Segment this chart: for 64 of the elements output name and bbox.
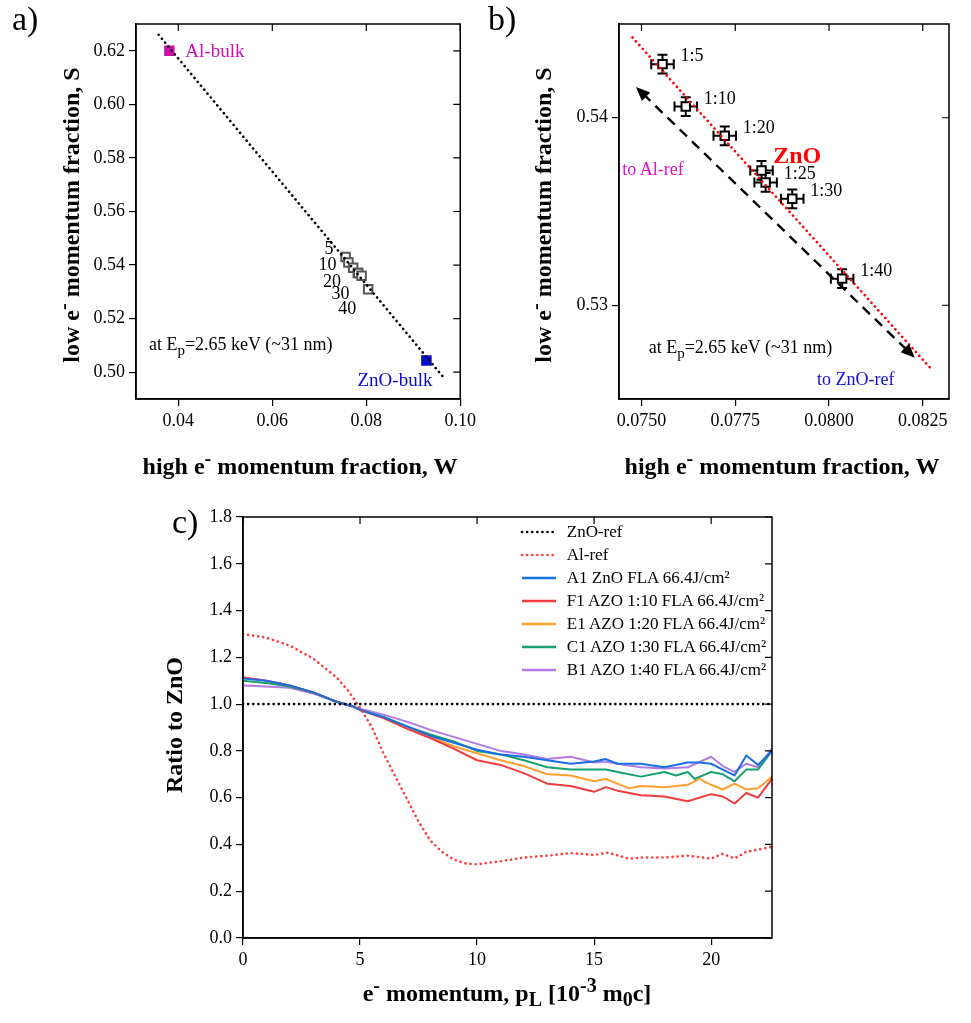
x-tick-label: 0.0750 bbox=[616, 409, 667, 430]
x-axis-title: high e$^{-}$ momentum fraction, W bbox=[142, 446, 458, 480]
y-axis-title: Ratio to ZnO bbox=[160, 656, 188, 794]
legend-label: C1 AZO 1:30 FLA 66.4J/cm² bbox=[566, 635, 766, 658]
legend-label: F1 AZO 1:10 FLA 66.4J/cm² bbox=[566, 589, 765, 612]
y-tick-label: 1.0 bbox=[209, 692, 232, 713]
y-tick-label: 1.8 bbox=[209, 505, 232, 526]
point bbox=[787, 193, 798, 204]
y-tick-label: 0.58 bbox=[93, 146, 125, 167]
point bbox=[164, 45, 175, 57]
y-tick-label: 0.62 bbox=[93, 39, 125, 60]
x-tick-label: 0.0825 bbox=[898, 409, 948, 430]
x-tick-label: 20 bbox=[702, 948, 721, 969]
y-tick-label: 0.4 bbox=[209, 833, 232, 854]
text: e$^{-}$ momentum, p$_{L}$ [10$^{-3}$ m$_{0}$c] bbox=[362, 973, 652, 1011]
x-tick-label: 0.04 bbox=[162, 409, 195, 430]
annotation: 1:10 bbox=[703, 87, 736, 109]
annotation: 40 bbox=[338, 298, 357, 320]
y-tick-label: 0.8 bbox=[209, 739, 232, 760]
x-tick-label: 0.08 bbox=[350, 409, 383, 430]
x-tick-label: 0.06 bbox=[256, 409, 289, 430]
y-tick-label: 0.56 bbox=[93, 200, 125, 221]
annotation: 1:5 bbox=[680, 45, 704, 67]
chart-title: a) bbox=[12, 0, 39, 38]
series-label: Al-bulk bbox=[185, 39, 245, 62]
x-tick-label: 0.10 bbox=[444, 409, 476, 430]
y-tick-label: 0.0 bbox=[209, 926, 232, 947]
chart-title: c) bbox=[172, 503, 199, 541]
annotation: 10 bbox=[318, 254, 337, 275]
legend-label: E1 AZO 1:20 FLA 66.4J/cm² bbox=[566, 612, 766, 635]
x-axis-title: high e$^{-}$ momentum fraction, W bbox=[624, 446, 940, 480]
y-tick-label: 0.53 bbox=[576, 293, 608, 314]
legend-label: ZnO-ref bbox=[566, 521, 623, 543]
legend-label: A1 ZnO FLA 66.4J/cm² bbox=[566, 566, 730, 589]
point bbox=[756, 165, 767, 176]
annotation: to ZnO-ref bbox=[817, 369, 895, 391]
y-tick-label: 0.2 bbox=[209, 879, 232, 900]
y-tick-label: 0.52 bbox=[93, 307, 125, 328]
x-tick-label: 5 bbox=[355, 948, 365, 969]
point bbox=[836, 273, 848, 284]
y-tick-label: 1.2 bbox=[209, 646, 232, 667]
annotation: 1:20 bbox=[742, 116, 775, 138]
annotation: at E$_{p}$=2.65 keV (~31 nm) bbox=[148, 333, 333, 359]
legend-label: Al-ref bbox=[566, 543, 609, 566]
x-tick-label: 10 bbox=[468, 948, 487, 969]
annotation: 1:40 bbox=[860, 259, 893, 281]
x-tick-label: 0 bbox=[238, 948, 248, 969]
x-tick-label: 15 bbox=[585, 948, 604, 969]
point bbox=[680, 101, 691, 112]
series-label: ZnO-bulk bbox=[357, 368, 433, 391]
y-tick-label: 0.60 bbox=[93, 93, 125, 114]
y-tick-label: 0.54 bbox=[576, 106, 608, 127]
y-tick-label: 1.4 bbox=[209, 599, 232, 620]
annotation: to Al-ref bbox=[622, 159, 684, 181]
legend-label: B1 AZO 1:40 FLA 66.4J/cm² bbox=[566, 658, 766, 681]
annotation: at E$_{p}$=2.65 keV (~31 nm) bbox=[648, 337, 833, 362]
x-tick-label: 0.0800 bbox=[804, 409, 854, 430]
y-tick-label: 0.6 bbox=[209, 786, 232, 807]
y-tick-label: 1.6 bbox=[209, 552, 232, 573]
x-tick-label: 0.0775 bbox=[710, 409, 760, 430]
y-tick-label: 0.50 bbox=[93, 360, 125, 381]
chart-title: b) bbox=[488, 0, 517, 38]
y-tick-label: 0.54 bbox=[93, 253, 125, 274]
point bbox=[657, 58, 668, 70]
